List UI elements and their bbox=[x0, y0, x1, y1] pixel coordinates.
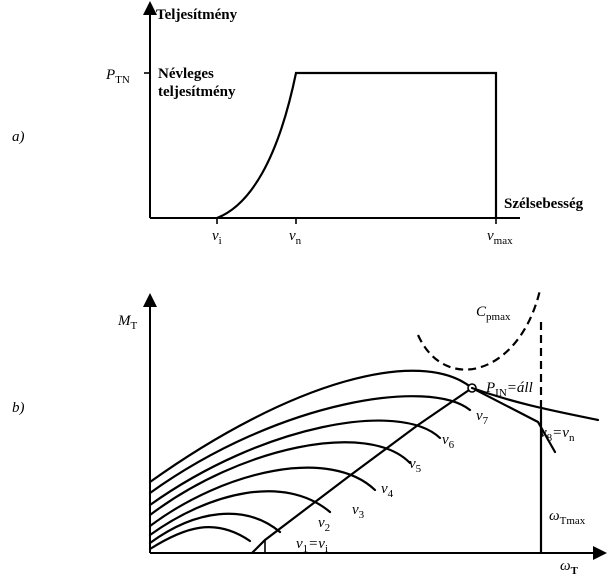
panel-a: a) Teljesítmény Szélsebesség PTN Névlege… bbox=[12, 1, 584, 247]
torque-curve-v6 bbox=[148, 419, 442, 507]
curve-label-v3: v3 bbox=[352, 502, 365, 521]
power-curve bbox=[215, 71, 498, 220]
torque-curve-v7 bbox=[148, 395, 472, 495]
ptn-label: PTN bbox=[105, 67, 130, 86]
curve-label-v4: v4 bbox=[381, 481, 394, 500]
curve-label-v7: v7 bbox=[476, 408, 489, 427]
torque-curve-v3 bbox=[148, 490, 332, 537]
torque-curve-v4 bbox=[148, 466, 377, 528]
torque-curves bbox=[148, 369, 557, 551]
torque-curve-v5 bbox=[148, 441, 412, 517]
rated-power-label-line1: Névleges bbox=[158, 66, 214, 82]
vmax-label: vmax bbox=[487, 228, 513, 247]
torque-curve-v1 bbox=[148, 526, 252, 551]
rated-power-label: PIN=áll bbox=[485, 380, 533, 399]
curve-label-v5: v5 bbox=[409, 456, 422, 475]
cpmax-label: Cpmax bbox=[476, 304, 511, 323]
omega-max-label: ωTmax bbox=[549, 508, 586, 527]
wind-speed-axis-label: Szélsebesség bbox=[504, 196, 584, 212]
torque-axis-label: MT bbox=[117, 313, 138, 332]
constant-power-curve bbox=[470, 386, 600, 422]
panel-b-tag: b) bbox=[12, 400, 25, 416]
power-axis-label: Teljesítmény bbox=[156, 7, 238, 23]
torque-curve-v8 bbox=[148, 369, 557, 484]
curve-label-v1: v1=vi bbox=[296, 536, 328, 555]
optimal-operating-line bbox=[250, 386, 474, 555]
panel-a-tag: a) bbox=[12, 129, 25, 145]
cpmax-curve bbox=[416, 289, 542, 371]
curve-label-v2: v2 bbox=[318, 515, 330, 534]
curve-label-v6: v6 bbox=[442, 432, 455, 451]
vn-label: vn bbox=[289, 228, 302, 247]
torque-curve-v2 bbox=[148, 512, 282, 545]
rotor-speed-axis-label: ωT bbox=[560, 558, 579, 577]
rated-power-label-line2: teljesítmény bbox=[158, 84, 236, 100]
panel-b: b) MT ωT Cpmax PIN=á bbox=[12, 289, 607, 577]
vi-label: vi bbox=[212, 228, 222, 247]
curve-label-v8: v8=vn bbox=[540, 425, 575, 444]
